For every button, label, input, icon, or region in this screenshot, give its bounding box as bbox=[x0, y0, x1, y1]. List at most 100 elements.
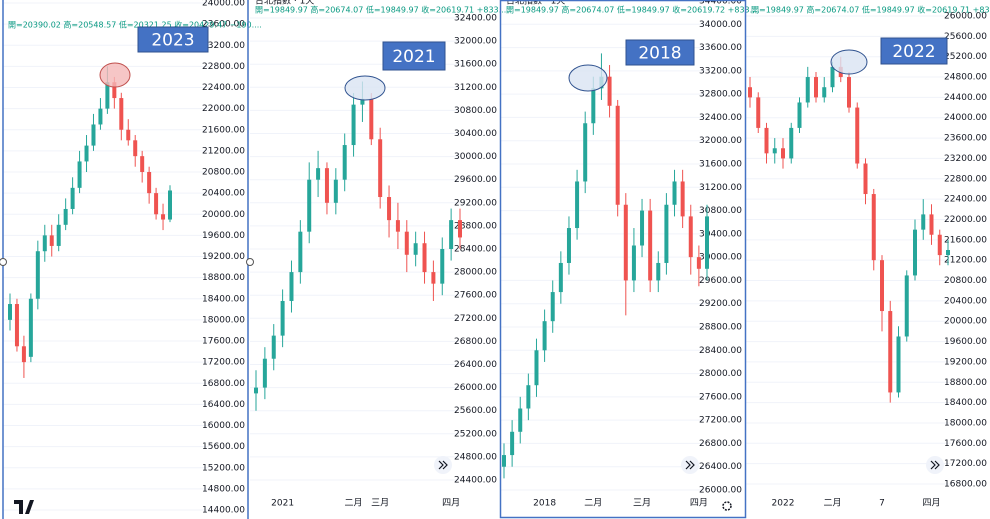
y-tick-label: 18800.00 bbox=[202, 273, 245, 283]
y-tick-label: 21600.00 bbox=[944, 235, 987, 245]
y-tick-label: 24000.00 bbox=[944, 113, 987, 123]
y-tick-label: 19200.00 bbox=[944, 357, 987, 367]
y-tick-label: 23600.00 bbox=[202, 20, 245, 30]
candle-body bbox=[822, 87, 827, 98]
chart-panel: 14400.00 14800.00 15200.00 15600.00 16000.00… bbox=[3, 0, 262, 516]
y-tick-label: 26800.00 bbox=[454, 337, 497, 347]
candle-body bbox=[14, 304, 19, 347]
y-tick-label: 32000.00 bbox=[699, 136, 742, 146]
y-tick-label: 29200.00 bbox=[454, 198, 497, 208]
y-tick-label: 34400.00 bbox=[699, 0, 742, 7]
y-tick-label: 30000.00 bbox=[699, 253, 742, 263]
candle-body bbox=[672, 181, 677, 205]
candle-body bbox=[126, 129, 131, 141]
chart-panel: 24400.00 24800.00 25200.00 25600.00 26000.00… bbox=[250, 0, 509, 509]
x-tick-label: 二月 bbox=[823, 498, 841, 509]
highlight bbox=[568, 64, 608, 92]
highlight bbox=[830, 49, 868, 75]
candle-body bbox=[161, 214, 166, 220]
y-tick-label: 18000.00 bbox=[202, 315, 245, 325]
y-tick-label: 26400.00 bbox=[699, 462, 742, 472]
candle-body bbox=[28, 298, 33, 357]
x-tick-label: 二月 bbox=[584, 498, 602, 509]
y-tick-label: 20000.00 bbox=[944, 317, 987, 327]
candle-body bbox=[112, 82, 117, 99]
y-tick-label: 22400.00 bbox=[202, 83, 245, 93]
settings-icon[interactable] bbox=[722, 501, 732, 511]
candle-body bbox=[91, 124, 96, 146]
candle-body bbox=[648, 210, 653, 281]
y-tick-label: 18400.00 bbox=[202, 294, 245, 304]
candle-body bbox=[154, 193, 159, 215]
candle-body bbox=[387, 197, 392, 221]
y-tick-label: 22800.00 bbox=[944, 174, 987, 184]
y-tick-label: 20400.00 bbox=[202, 189, 245, 199]
candle-body bbox=[168, 190, 172, 220]
candle-body bbox=[888, 311, 893, 393]
y-tick-label: 32400.00 bbox=[699, 113, 742, 123]
candle-body bbox=[289, 272, 294, 301]
x-tick-label: 四月 bbox=[442, 498, 460, 509]
y-tick-label: 19200.00 bbox=[202, 252, 245, 262]
scroll-button[interactable] bbox=[681, 456, 699, 474]
candle-body bbox=[77, 161, 82, 188]
y-tick-label: 17600.00 bbox=[944, 439, 987, 449]
candle-body bbox=[805, 77, 810, 103]
candle-body bbox=[133, 140, 138, 157]
y-tick-label: 30400.00 bbox=[454, 129, 497, 139]
scroll-button[interactable] bbox=[434, 456, 452, 474]
candle-body bbox=[880, 260, 884, 312]
resize-handle[interactable] bbox=[0, 258, 7, 266]
year-label-box bbox=[880, 37, 948, 65]
candle-body bbox=[21, 346, 26, 363]
x-tick-label: 四月 bbox=[690, 498, 708, 509]
candle-body bbox=[748, 87, 752, 98]
candle-body bbox=[254, 387, 258, 394]
candle-body bbox=[84, 145, 89, 162]
candle-body bbox=[534, 350, 539, 386]
y-tick-label: 27200.00 bbox=[454, 314, 497, 324]
y-tick-label: 17200.00 bbox=[944, 459, 987, 469]
candle-body bbox=[105, 82, 110, 109]
y-tick-label: 16800.00 bbox=[202, 379, 245, 389]
candle-body bbox=[814, 77, 818, 98]
y-tick-label: 28800.00 bbox=[454, 221, 497, 231]
y-tick-label: 18800.00 bbox=[944, 378, 987, 388]
candle-body bbox=[119, 98, 124, 130]
charts: 14400.00 14800.00 15200.00 15600.00 16000.00… bbox=[3, 0, 990, 516]
candle-body bbox=[422, 243, 427, 273]
candle-body bbox=[413, 243, 418, 255]
year-label: 2022 bbox=[892, 42, 935, 62]
candle-body bbox=[772, 148, 777, 154]
y-tick-label: 28000.00 bbox=[454, 268, 497, 278]
y-tick-label: 26000.00 bbox=[699, 486, 742, 496]
candle-body bbox=[688, 216, 693, 258]
y-tick-label: 23200.00 bbox=[202, 41, 245, 51]
chart-subtitle: 台北指數 · 1天 bbox=[255, 0, 314, 7]
candle-body bbox=[871, 194, 876, 261]
y-tick-label: 29600.00 bbox=[699, 276, 742, 286]
candle-body bbox=[913, 229, 917, 276]
candle-body bbox=[404, 231, 409, 255]
resize-handle[interactable] bbox=[246, 258, 254, 266]
candle-body bbox=[623, 204, 628, 281]
chart-subtitle: 台北指數 · 1天 bbox=[506, 0, 565, 7]
y-tick-label: 26000.00 bbox=[944, 12, 987, 22]
candle-body bbox=[921, 214, 926, 230]
candle-body bbox=[307, 179, 312, 232]
highlight bbox=[99, 62, 131, 88]
candle-body bbox=[510, 431, 515, 456]
scroll-button[interactable] bbox=[926, 456, 944, 474]
x-tick-label: 2018 bbox=[533, 499, 556, 509]
y-tick-label: 26800.00 bbox=[699, 439, 742, 449]
candle-body bbox=[502, 455, 506, 467]
candle-body bbox=[526, 385, 531, 409]
y-tick-label: 19600.00 bbox=[944, 337, 987, 347]
candle-body bbox=[324, 168, 329, 203]
y-tick-label: 17600.00 bbox=[202, 337, 245, 347]
x-tick-label: 二月 bbox=[345, 498, 363, 509]
candle-body bbox=[705, 216, 709, 269]
chart-panel: 26000.00 26400.00 26800.00 27200.00 27600.00… bbox=[501, 0, 760, 509]
